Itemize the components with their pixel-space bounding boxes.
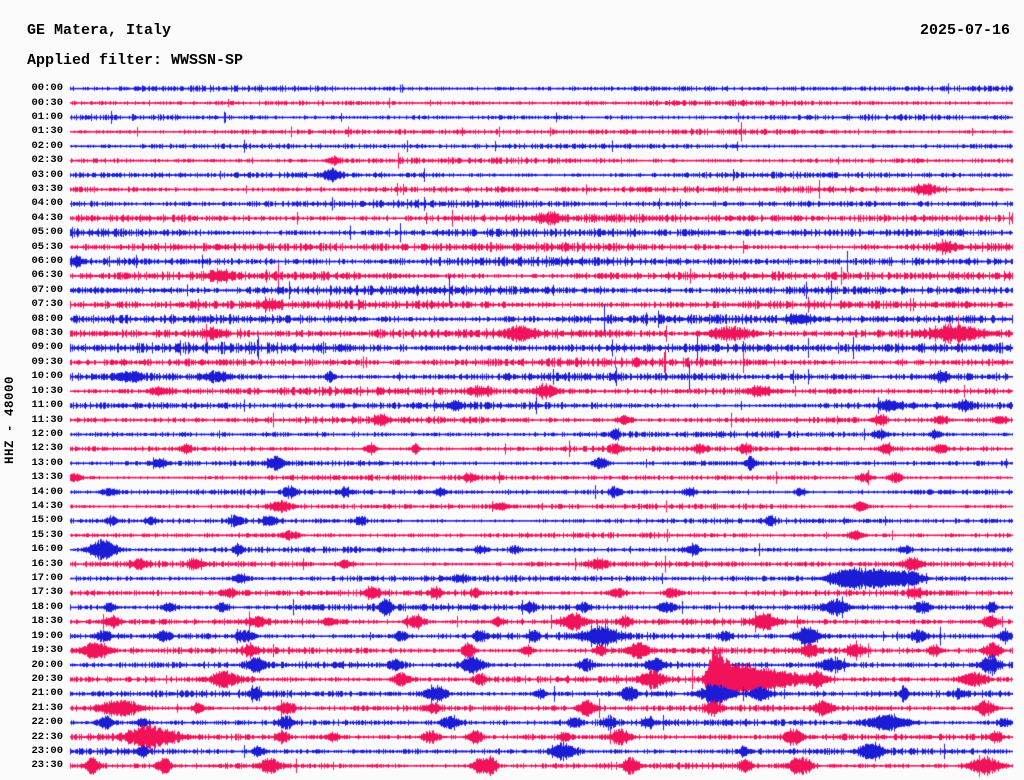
seismogram-traces-canvas — [0, 0, 1024, 780]
